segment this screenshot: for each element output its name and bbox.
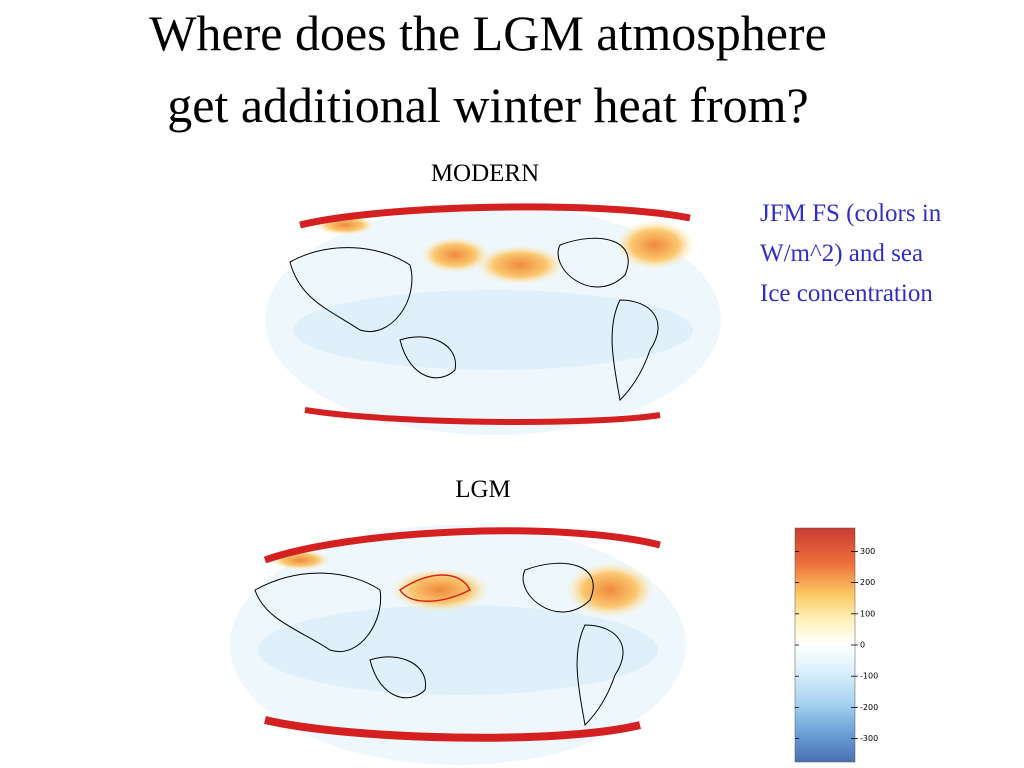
map-label: LGM [455, 476, 511, 503]
annotation-line: JFM FS (colors in [760, 200, 942, 227]
tick-label: 300 [860, 547, 875, 556]
title-line: get additional winter heat from? [167, 77, 808, 133]
colorbar [794, 527, 856, 763]
annotation-line: Ice concentration [760, 280, 933, 307]
title-line: Where does the LGM atmosphere [149, 5, 827, 61]
map-modern [265, 203, 721, 435]
tick-label: -100 [860, 672, 878, 681]
tick-label: 0 [860, 641, 865, 650]
map-label: MODERN [431, 160, 539, 187]
annotation-line: W/m^2) and sea [760, 240, 923, 267]
tick-label: -300 [860, 734, 878, 743]
tick-label: 100 [860, 609, 875, 618]
tick-label: 200 [860, 578, 875, 587]
map-lgm [230, 525, 686, 765]
tick-label: -200 [860, 703, 878, 712]
